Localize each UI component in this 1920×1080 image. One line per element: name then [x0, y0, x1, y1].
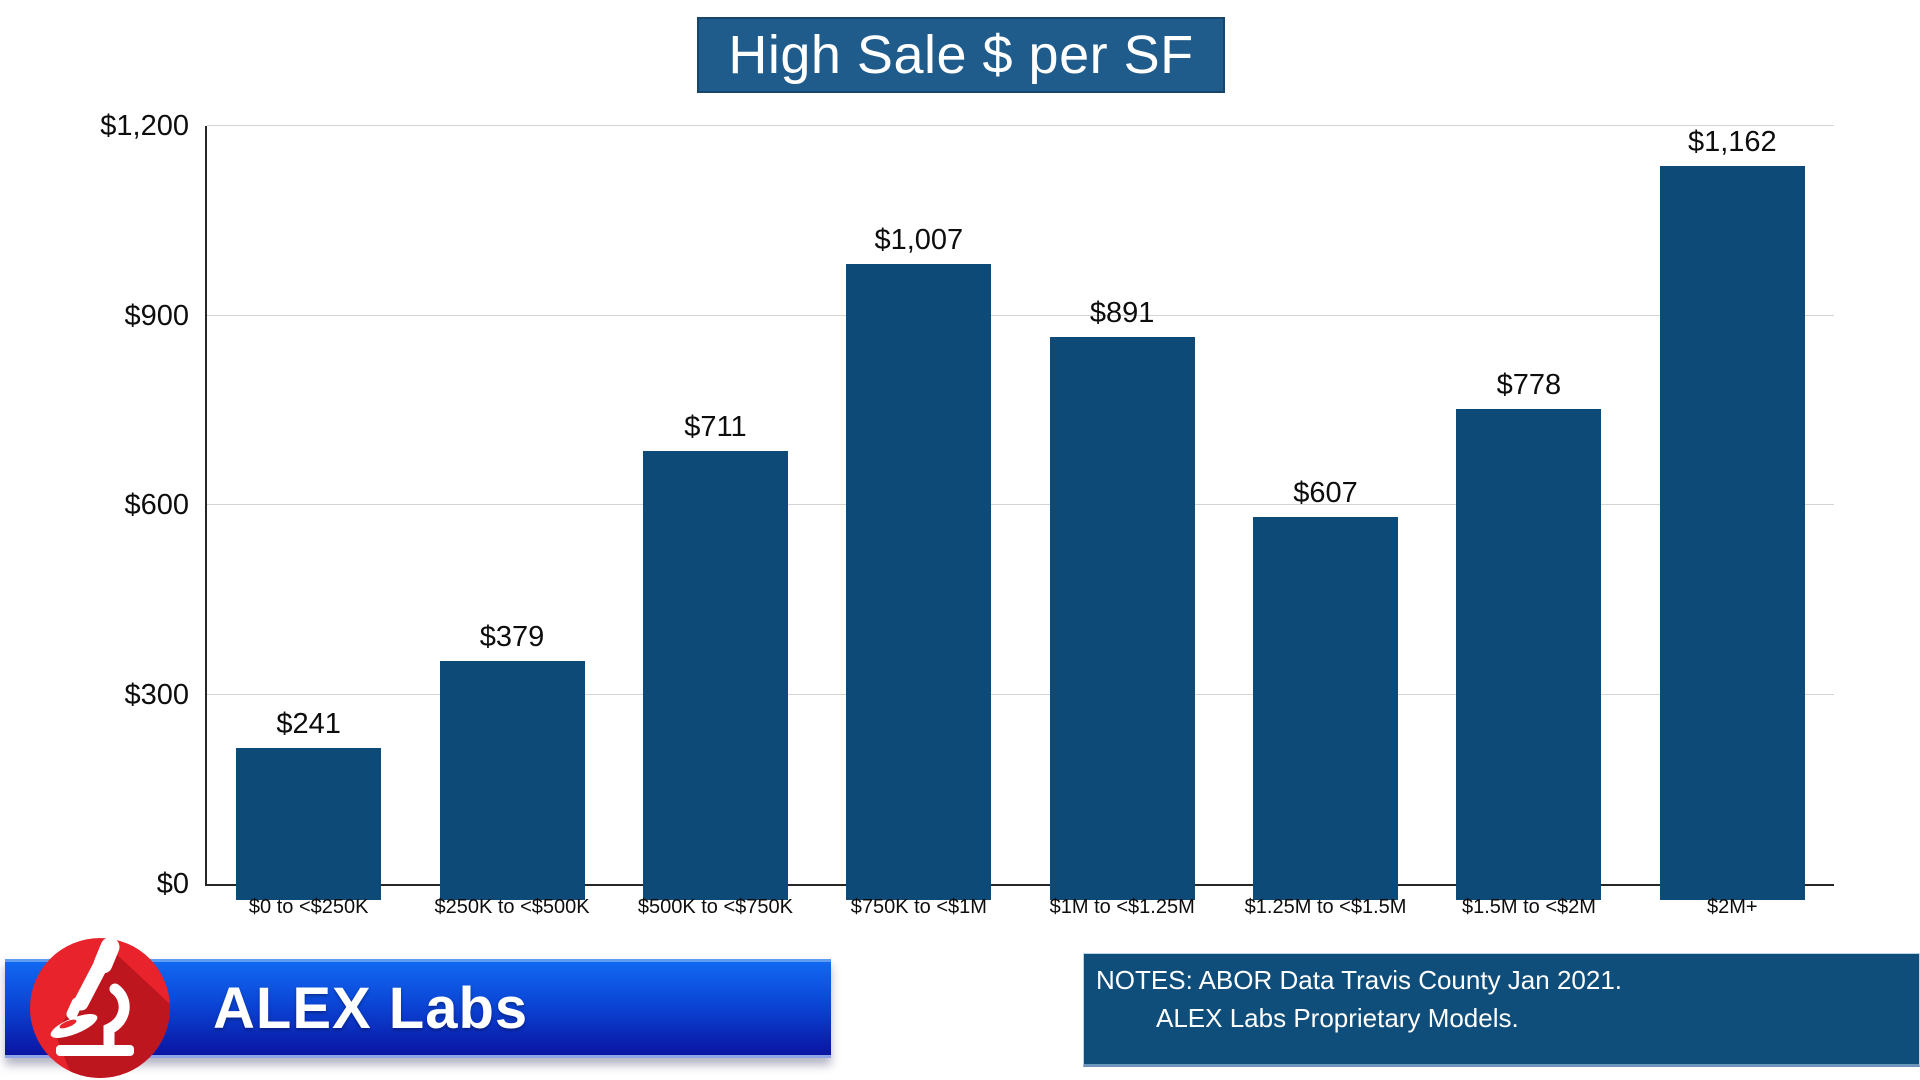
bar	[1253, 517, 1399, 900]
bar-value-label: $711	[684, 411, 747, 443]
bar	[642, 451, 788, 900]
bar	[846, 264, 992, 900]
y-tick-label: $0	[156, 868, 189, 900]
bar-slot: $241	[207, 126, 410, 900]
chart-title-box: High Sale $ per SF	[697, 17, 1225, 93]
chart-title: High Sale $ per SF	[728, 25, 1194, 85]
plot-area: $241 $379 $711 $1,007 $891 $607 $778 $1,162 $0 $…	[100, 110, 1834, 900]
notes-box: NOTES: ABOR Data Travis County Jan 2021.…	[1083, 953, 1920, 1067]
bar-value-label: $891	[1089, 297, 1155, 329]
bar-slot: $711	[614, 126, 817, 900]
bar-value-label: $241	[276, 708, 341, 740]
x-axis-category-label: $1.5M to <$2M	[1461, 896, 1596, 918]
microscope-icon	[29, 937, 171, 1079]
x-axis-category-label: $250K to <$500K	[434, 896, 590, 918]
bar-value-label: $379	[479, 621, 545, 653]
bar-slot: $607	[1224, 126, 1427, 900]
y-tick-label: $600	[124, 489, 189, 521]
notes-line-1: NOTES: ABOR Data Travis County Jan 2021.	[1096, 965, 1623, 995]
bar-slot: $379	[410, 126, 613, 900]
x-axis-category-label: $0 to <$250K	[248, 896, 369, 918]
y-tick-label: $1,200	[100, 110, 189, 142]
notes-line-2: ALEX Labs Proprietary Models.	[1156, 1003, 1519, 1033]
bar-slot: $1,162	[1631, 126, 1834, 900]
bar	[1659, 166, 1805, 900]
bar-slot: $778	[1427, 126, 1630, 900]
bar	[1049, 337, 1195, 900]
x-axis-labels: $0 to <$250K $250K to <$500K $500K to <$75…	[207, 896, 1834, 919]
bars-container: $241 $379 $711 $1,007 $891 $607 $778 $1,162	[207, 126, 1834, 900]
bar-value-label: $607	[1293, 477, 1358, 509]
x-axis-category-label: $500K to <$750K	[637, 896, 793, 918]
gridline	[207, 693, 1834, 695]
bar	[236, 748, 382, 900]
x-axis-category-label: $2M+	[1707, 896, 1758, 918]
x-axis-category-label: $1M to <$1.25M	[1049, 896, 1195, 918]
bar	[439, 661, 585, 900]
logo-text: ALEX Labs	[213, 976, 529, 1041]
gridline	[207, 504, 1834, 505]
bar-value-label: $1,007	[874, 224, 964, 256]
bar	[1456, 409, 1602, 900]
bar-slot: $1,007	[817, 126, 1020, 900]
gridline	[207, 314, 1834, 316]
x-axis-category-label: $750K to <$1M	[850, 896, 987, 918]
y-tick-label: $900	[124, 299, 189, 332]
x-axis-category-label: $1.25M to <$1.5M	[1244, 896, 1407, 918]
bar-slot: $891	[1021, 126, 1224, 900]
gridline	[207, 125, 1834, 126]
bar-value-label: $778	[1496, 369, 1562, 401]
bar-value-label: $1,162	[1687, 126, 1777, 158]
y-tick-label: $300	[124, 678, 189, 711]
